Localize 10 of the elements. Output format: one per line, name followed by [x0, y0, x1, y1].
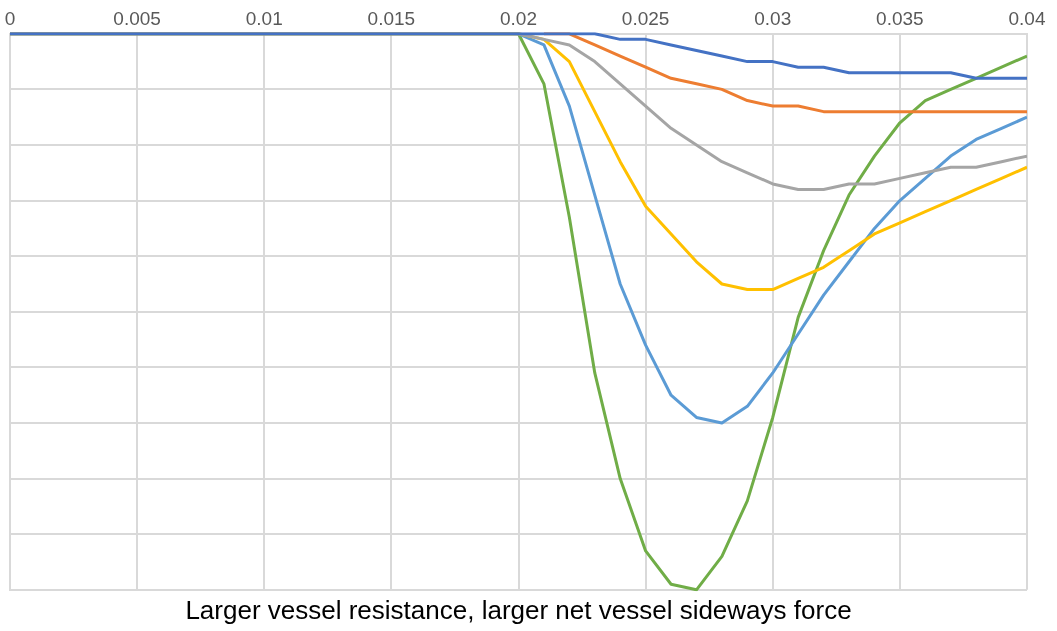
x-tick-label: 0: [4, 7, 16, 29]
x-tick-label: 0.035: [876, 7, 924, 29]
x-tick-label: 0.005: [113, 7, 161, 29]
x-tick-label: 0.01: [245, 7, 283, 29]
x-tick-label: 0.015: [367, 7, 416, 29]
text: Larger vessel resistance, larger net vessel sideways force: [185, 594, 852, 625]
x-tick-label: 0.03: [754, 7, 792, 29]
x-tick-label: 0.02: [500, 7, 537, 29]
x-tick-label: 0.025: [621, 7, 670, 29]
x-tick-label: 0.04: [1008, 7, 1046, 29]
